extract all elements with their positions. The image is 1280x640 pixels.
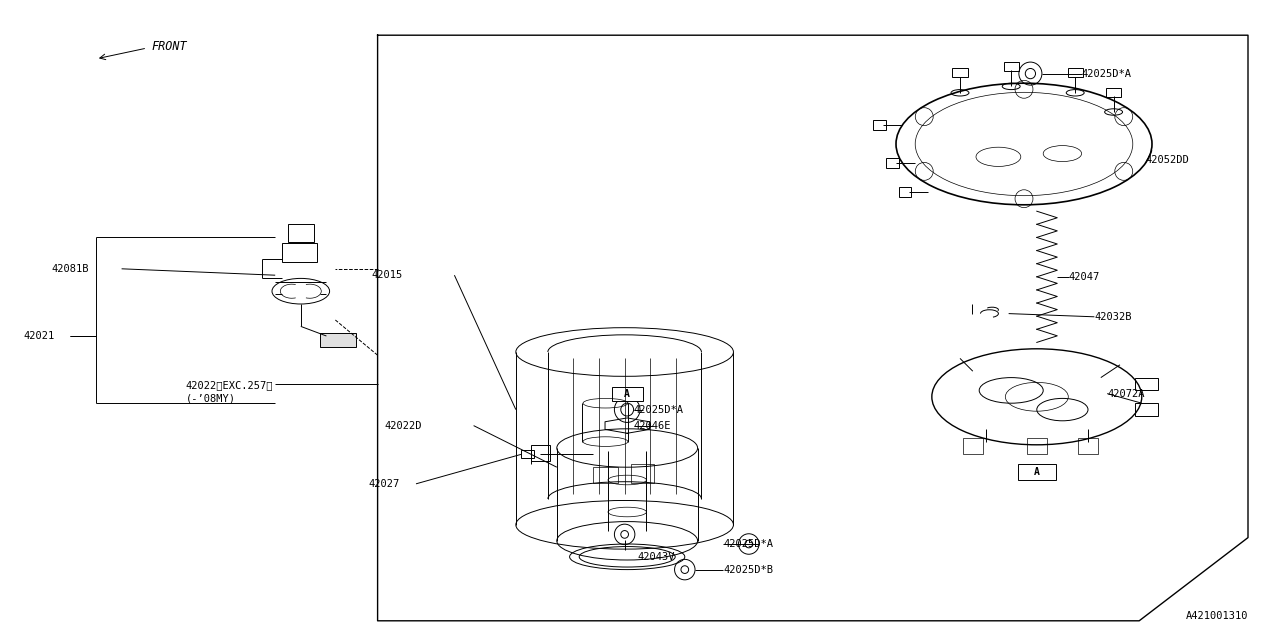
Bar [886,158,899,168]
Text: 42025D*A: 42025D*A [723,539,773,549]
Text: 42025D*A: 42025D*A [634,404,684,415]
Bar [963,438,983,454]
Text: 42025D*B: 42025D*B [723,564,773,575]
Bar [521,450,534,458]
Bar [282,243,317,262]
Bar [631,464,654,483]
Text: 42027: 42027 [369,479,399,489]
Bar [531,445,550,461]
Text: A: A [625,389,630,399]
Text: (-’08MY): (-’08MY) [186,393,236,403]
Bar [593,467,618,483]
Bar [1068,68,1083,77]
Text: 42047: 42047 [1069,272,1100,282]
Text: A421001310: A421001310 [1185,611,1248,621]
Bar [1004,62,1019,71]
Text: 42025D*A: 42025D*A [1082,68,1132,79]
Bar [1027,438,1047,454]
Text: 42022〈EXC.257〉: 42022〈EXC.257〉 [186,380,273,390]
Bar [873,120,886,130]
Text: 42021: 42021 [23,331,54,341]
Text: 42032B: 42032B [1094,312,1132,322]
Bar [1135,403,1158,416]
Text: 42015: 42015 [371,270,402,280]
Bar [612,387,643,401]
Bar [1018,464,1056,480]
Text: 42043V: 42043V [637,552,675,562]
Bar [1135,378,1158,390]
Text: 42081B: 42081B [51,264,88,274]
Text: 42072A: 42072A [1107,388,1144,399]
Text: 42022D: 42022D [384,420,421,431]
Bar [288,224,314,242]
Text: 42052DD: 42052DD [1146,155,1189,165]
Text: FRONT: FRONT [151,40,187,53]
Bar [1106,88,1121,97]
Bar [952,68,968,77]
Bar [1078,438,1098,454]
Bar [320,333,356,347]
Bar [899,187,911,197]
Text: 42046E: 42046E [634,420,671,431]
Text: A: A [1034,467,1039,477]
